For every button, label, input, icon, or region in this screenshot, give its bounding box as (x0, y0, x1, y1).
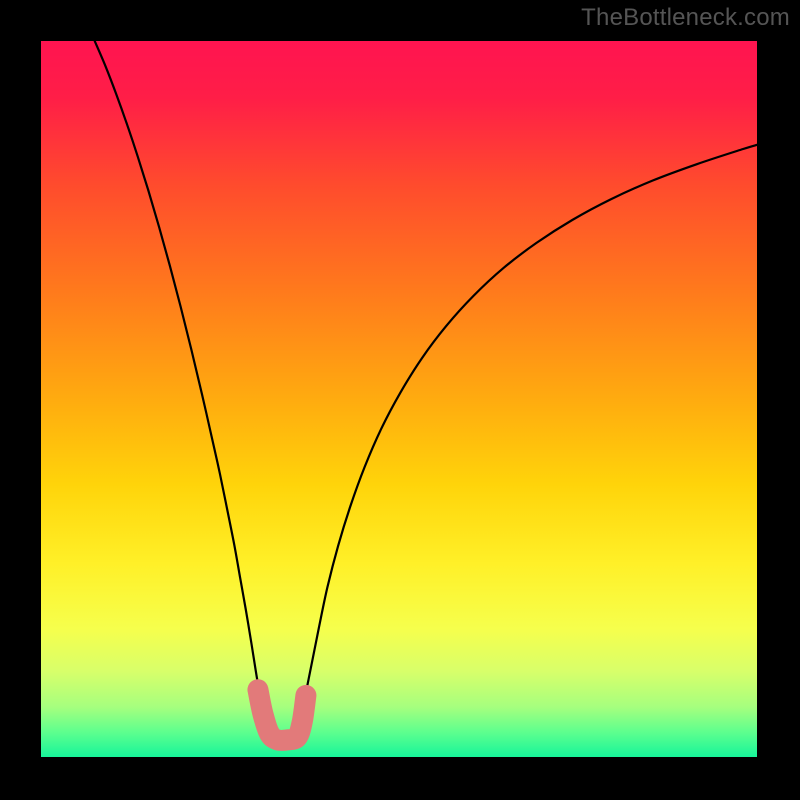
watermark-text: TheBottleneck.com (581, 4, 790, 32)
plot-area (41, 41, 757, 757)
chart-container: TheBottleneck.com (0, 0, 800, 800)
gradient-background (41, 41, 757, 757)
plot-svg (41, 41, 757, 757)
